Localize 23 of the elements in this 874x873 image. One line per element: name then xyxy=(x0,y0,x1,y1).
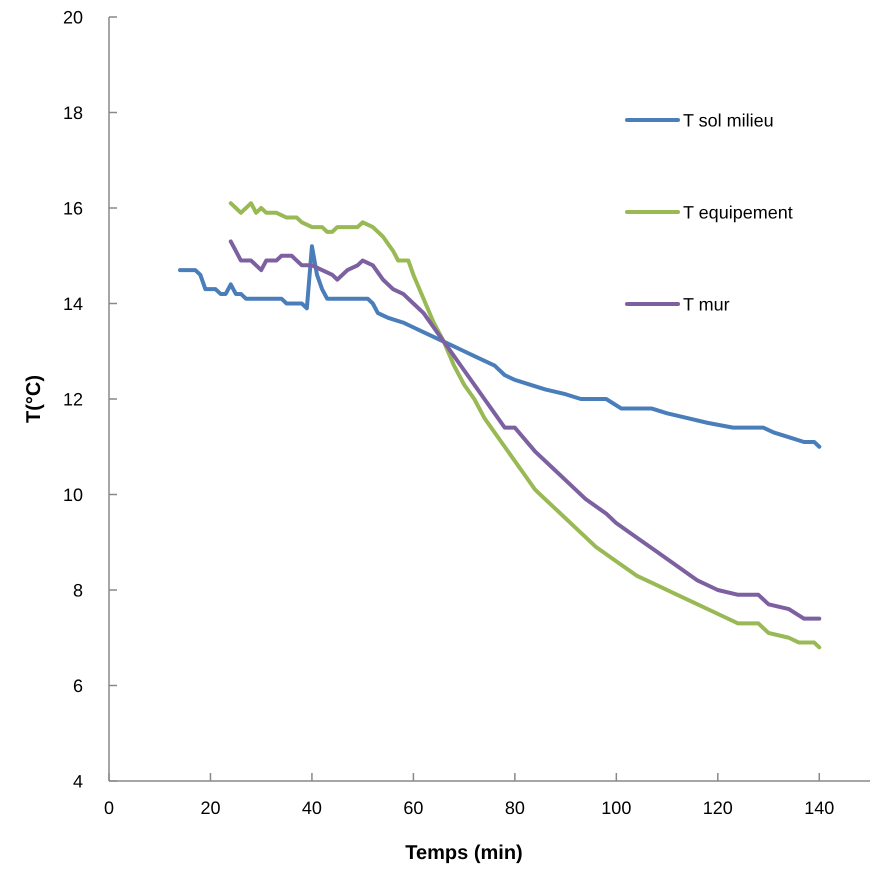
x-tick-label: 20 xyxy=(200,798,220,818)
y-tick-label: 10 xyxy=(62,484,83,505)
y-tick-label: 4 xyxy=(72,771,83,792)
y-tick-label: 12 xyxy=(62,389,83,410)
x-tick-label: 60 xyxy=(403,798,424,818)
legend-label: T sol milieu xyxy=(683,110,774,130)
x-axis-title: Temps (min) xyxy=(405,842,523,864)
x-tick-label: 40 xyxy=(302,798,322,818)
legend-label: T mur xyxy=(683,294,730,314)
legend-label: T equipement xyxy=(683,202,793,222)
y-tick-label: 14 xyxy=(62,294,83,314)
x-tick-label: 80 xyxy=(504,798,525,818)
x-tick-label: 100 xyxy=(601,798,632,818)
y-tick-label: 8 xyxy=(72,580,83,600)
x-tick-label: 120 xyxy=(702,798,733,818)
line-series xyxy=(178,244,822,449)
y-tick-label: 18 xyxy=(62,102,83,123)
y-tick-label: 16 xyxy=(62,198,83,218)
x-tick-label: 140 xyxy=(804,798,834,818)
y-tick-label: 20 xyxy=(62,7,83,28)
x-tick-label: 0 xyxy=(104,798,114,818)
y-axis-title: T(°C) xyxy=(23,375,45,423)
y-tick-label: 6 xyxy=(72,676,83,696)
